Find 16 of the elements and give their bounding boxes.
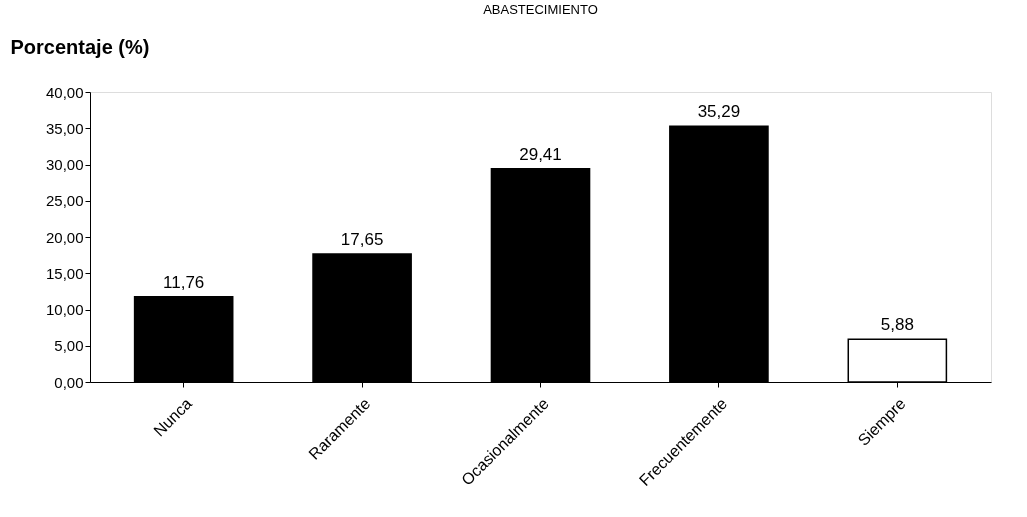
data-label: 29,41 [519, 144, 562, 164]
y-tick-label: 5,00 [54, 337, 84, 355]
y-tick-label: 10,00 [45, 301, 84, 318]
chart-title: ABASTECIMIENTO [483, 2, 598, 17]
y-tick-label: 25,00 [45, 192, 84, 210]
y-tick-label: 35,00 [45, 119, 84, 137]
data-label: 17,65 [340, 230, 384, 250]
data-label: 5,88 [880, 315, 914, 335]
y-tick-label: 0,00 [54, 373, 84, 391]
data-label: 35,29 [697, 102, 741, 122]
y-axis-title: Porcentaje (%) [10, 35, 150, 58]
y-tick-label: 40,00 [45, 83, 84, 101]
y-tick-label: 15,00 [45, 264, 84, 282]
y-tick-label: 20,00 [45, 228, 84, 246]
data-label: 11,76 [163, 272, 205, 292]
y-tick-label: 30,00 [45, 156, 84, 173]
